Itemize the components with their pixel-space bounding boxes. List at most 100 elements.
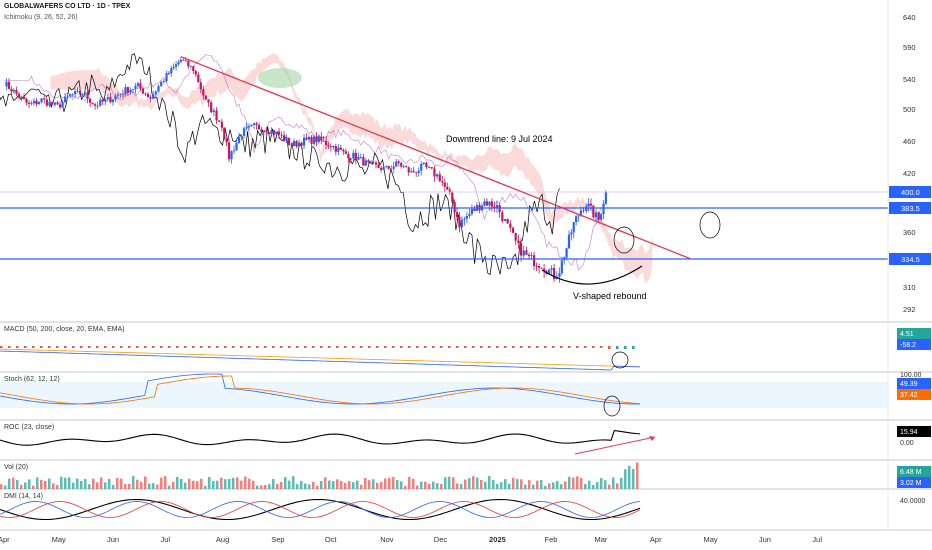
- volume-bar: [32, 485, 35, 489]
- volume-bar: [368, 480, 371, 489]
- candle-body: [121, 93, 125, 95]
- candle-body: [402, 166, 405, 168]
- volume-bar: [428, 483, 431, 489]
- macd-histogram-bar: [576, 346, 579, 348]
- macd-histogram-bar: [360, 346, 363, 348]
- candle-body: [410, 171, 413, 173]
- volume-bar: [260, 485, 263, 489]
- volume-bar: [140, 481, 143, 489]
- ichimoku-cloud-bullish: [258, 68, 302, 88]
- candle-body: [88, 98, 92, 103]
- candle-body: [131, 89, 135, 90]
- dmi-plus-line: [0, 501, 641, 518]
- candle-body: [30, 103, 33, 104]
- candle-body: [56, 102, 59, 105]
- volume-bar: [636, 462, 639, 489]
- candle-body: [10, 88, 13, 92]
- volume-bar: [280, 482, 283, 489]
- volume-bar: [396, 480, 399, 489]
- macd-histogram-bar: [632, 346, 635, 349]
- candle-body: [302, 137, 306, 146]
- last-price-tag-bg: [889, 186, 931, 198]
- volume-bar: [100, 477, 103, 489]
- volume-bar: [320, 480, 323, 489]
- candle-body: [527, 254, 531, 257]
- candle-body: [252, 123, 256, 125]
- volume-bar: [124, 484, 127, 489]
- candle-body: [362, 157, 365, 166]
- macd-histogram-bar: [224, 346, 227, 348]
- candle-body: [390, 168, 393, 170]
- candle-body: [106, 97, 109, 100]
- volume-bar: [572, 477, 575, 489]
- macd-histogram-bar: [288, 346, 291, 348]
- volume-bar: [164, 476, 167, 489]
- volume-bar: [404, 485, 407, 489]
- macd-histogram-bar: [40, 346, 43, 348]
- candle-body: [483, 201, 486, 206]
- macd-histogram-bar: [232, 346, 235, 348]
- candle-body: [242, 128, 246, 136]
- macd-histogram-bar: [600, 346, 603, 348]
- candle-body: [93, 104, 97, 106]
- lagging-span-line: [0, 53, 560, 276]
- candle-body: [587, 203, 590, 207]
- volume-bar: [364, 477, 367, 489]
- candle-body: [282, 135, 286, 141]
- candle-body: [58, 104, 62, 108]
- macd-histogram-bar: [336, 346, 339, 348]
- volume-bar: [84, 478, 87, 489]
- support-tag: 334.5: [901, 255, 920, 264]
- volume-bar: [532, 484, 535, 489]
- candle-body: [369, 161, 372, 163]
- x-tick-label: Oct: [325, 535, 338, 544]
- volume-bar: [352, 482, 355, 489]
- indicator-value: 3.02 M: [900, 480, 922, 487]
- candle-body: [139, 83, 142, 89]
- candle-body: [32, 100, 36, 104]
- candle-body: [438, 174, 441, 182]
- y-tick-label: 460: [903, 137, 916, 146]
- highlight-circle: [699, 211, 721, 239]
- macd-histogram-bar: [24, 346, 27, 348]
- candle-body: [468, 213, 471, 216]
- volume-bar: [212, 480, 215, 489]
- macd-histogram-bar: [72, 346, 75, 348]
- indicator-value-bg: [897, 437, 931, 448]
- candle-body: [397, 161, 400, 163]
- volume-bar: [540, 480, 543, 489]
- volume-bar: [284, 477, 287, 489]
- downtrend-line: [180, 55, 691, 260]
- macd-histogram-bar: [184, 346, 187, 348]
- candle-body: [473, 208, 476, 211]
- volume-bar: [524, 484, 527, 489]
- macd-histogram-bar: [560, 346, 563, 348]
- candle-body: [567, 234, 571, 249]
- volume-bar: [244, 476, 247, 489]
- roc-line: [0, 429, 641, 446]
- rebound-annotation: V-shaped rebound: [573, 291, 647, 301]
- candle-body: [532, 255, 536, 267]
- x-tick-label: Apr: [650, 535, 662, 544]
- volume-bar: [468, 478, 471, 489]
- candle-body: [83, 92, 87, 94]
- x-tick-label: Nov: [380, 535, 394, 544]
- candle-body: [572, 222, 575, 233]
- volume-bar: [628, 465, 631, 489]
- candle-body: [204, 95, 207, 100]
- candle-body: [455, 212, 459, 217]
- candle-body: [441, 181, 444, 183]
- candle-body: [104, 99, 107, 102]
- volume-bar: [452, 477, 455, 489]
- candle-body: [565, 248, 568, 258]
- candle-body: [433, 168, 436, 177]
- candle-body: [290, 145, 293, 147]
- macd-histogram-bar: [344, 346, 347, 348]
- candle-body: [537, 266, 541, 268]
- candle-body: [310, 136, 313, 144]
- candle-body: [592, 205, 595, 218]
- macd-histogram-bar: [216, 346, 219, 348]
- candle-body: [114, 95, 117, 100]
- volume-bar: [156, 484, 159, 489]
- macd-histogram-bar: [440, 346, 443, 348]
